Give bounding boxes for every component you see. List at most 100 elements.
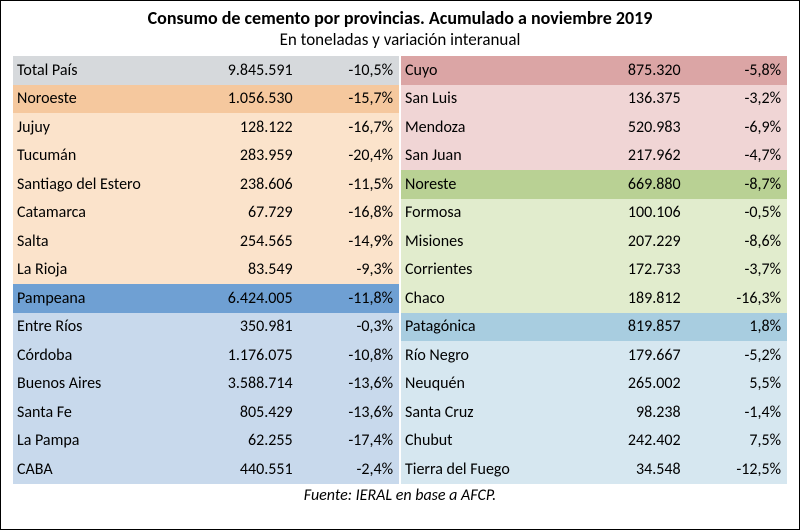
row-label: La Pampa	[13, 431, 178, 450]
page-subtitle: En toneladas y variación interanual	[13, 29, 787, 50]
row-value: 242.402	[566, 431, 701, 450]
row-value: 669.880	[566, 175, 701, 194]
left-column: Total País9.845.591-10,5% Noroeste1.056.5…	[13, 56, 399, 484]
row-label: Formosa	[401, 203, 566, 222]
row-pct: -0,5%	[701, 203, 787, 222]
row-value: 98.238	[566, 403, 701, 422]
row-value: 520.983	[566, 118, 701, 137]
row-label: Tierra del Fuego	[401, 460, 566, 479]
row-label: Salta	[13, 232, 178, 251]
row-label: Total País	[13, 61, 178, 80]
row-label: Santiago del Estero	[13, 175, 178, 194]
row-value: 819.857	[566, 317, 701, 336]
row-value: 34.548	[566, 460, 701, 479]
source-text: Fuente: IERAL en base a AFCP.	[13, 486, 787, 505]
right-column: Cuyo875.320-5,8%San Luis136.375-3,2%Mend…	[401, 56, 787, 484]
table-row: Río Negro179.667-5,2%	[401, 341, 787, 370]
row-value: 207.229	[566, 232, 701, 251]
table-row: Chubut242.4027,5%	[401, 427, 787, 456]
row-label: Entre Ríos	[13, 317, 178, 336]
row-label: Tucumán	[13, 146, 178, 165]
row-pct: -5,2%	[701, 346, 787, 365]
row-label: Chubut	[401, 431, 566, 450]
table-row: Tucumán283.959-20,4%	[13, 142, 399, 171]
row-value: 805.429	[178, 403, 313, 422]
row-pct: 1,8%	[701, 317, 787, 336]
row-label: CABA	[13, 460, 178, 479]
row-pct: -16,7%	[313, 118, 399, 137]
row-pct: -20,4%	[313, 146, 399, 165]
row-label: Santa Fe	[13, 403, 178, 422]
row-value: 350.981	[178, 317, 313, 336]
row-pct: -3,7%	[701, 260, 787, 279]
row-pct: -10,5%	[313, 61, 399, 80]
row-pct: -2,4%	[313, 460, 399, 479]
row-label: Pampeana	[13, 289, 178, 308]
table-row: Entre Ríos350.981-0,3%	[13, 313, 399, 342]
table-row: Jujuy128.122-16,7%	[13, 113, 399, 142]
row-value: 100.106	[566, 203, 701, 222]
row-pct: -4,7%	[701, 146, 787, 165]
row-value: 875.320	[566, 61, 701, 80]
row-label: La Rioja	[13, 260, 178, 279]
row-value: 238.606	[178, 175, 313, 194]
row-value: 217.962	[566, 146, 701, 165]
table-row: Misiones207.229-8,6%	[401, 227, 787, 256]
row-label: San Luis	[401, 89, 566, 108]
row-pct: -0,3%	[313, 317, 399, 336]
row-pct: 5,5%	[701, 374, 787, 393]
table-row: Neuquén265.0025,5%	[401, 370, 787, 399]
row-label: Catamarca	[13, 203, 178, 222]
row-label: Misiones	[401, 232, 566, 251]
row-value: 283.959	[178, 146, 313, 165]
table-row: Tierra del Fuego34.548-12,5%	[401, 455, 787, 484]
row-value: 9.845.591	[178, 61, 313, 80]
row-value: 265.002	[566, 374, 701, 393]
row-value: 62.255	[178, 431, 313, 450]
table-row: Formosa100.106-0,5%	[401, 199, 787, 228]
table-row: Patagónica819.8571,8%	[401, 313, 787, 342]
row-label: Jujuy	[13, 118, 178, 137]
table-row: Santiago del Estero238.606-11,5%	[13, 170, 399, 199]
row-value: 1.176.075	[178, 346, 313, 365]
page-title: Consumo de cemento por provincias. Acumu…	[13, 7, 787, 29]
row-value: 128.122	[178, 118, 313, 137]
row-pct: -12,5%	[701, 460, 787, 479]
row-label: Noroeste	[13, 89, 178, 108]
table-row: San Juan217.962-4,7%	[401, 142, 787, 171]
table-row: Total País9.845.591-10,5%	[13, 56, 399, 85]
table-row: Cuyo875.320-5,8%	[401, 56, 787, 85]
row-value: 83.549	[178, 260, 313, 279]
row-label: Santa Cruz	[401, 403, 566, 422]
table-row: Chaco189.812-16,3%	[401, 284, 787, 313]
row-value: 179.667	[566, 346, 701, 365]
row-pct: -10,8%	[313, 346, 399, 365]
row-label: Buenos Aires	[13, 374, 178, 393]
row-value: 67.729	[178, 203, 313, 222]
row-value: 440.551	[178, 460, 313, 479]
row-label: Mendoza	[401, 118, 566, 137]
table-container: Consumo de cemento por provincias. Acumu…	[0, 0, 800, 530]
table-row: Catamarca67.729-16,8%	[13, 199, 399, 228]
row-pct: -1,4%	[701, 403, 787, 422]
table-row: Mendoza520.983-6,9%	[401, 113, 787, 142]
row-value: 1.056.530	[178, 89, 313, 108]
row-pct: 7,5%	[701, 431, 787, 450]
row-label: Cuyo	[401, 61, 566, 80]
table-row: Buenos Aires3.588.714-13,6%	[13, 370, 399, 399]
row-pct: -11,8%	[313, 289, 399, 308]
row-pct: -9,3%	[313, 260, 399, 279]
row-label: Noreste	[401, 175, 566, 194]
row-value: 136.375	[566, 89, 701, 108]
row-label: Córdoba	[13, 346, 178, 365]
table-row: San Luis136.375-3,2%	[401, 85, 787, 114]
table-row: La Pampa62.255-17,4%	[13, 427, 399, 456]
row-label: San Juan	[401, 146, 566, 165]
row-value: 6.424.005	[178, 289, 313, 308]
table-row: La Rioja83.549-9,3%	[13, 256, 399, 285]
row-value: 3.588.714	[178, 374, 313, 393]
row-pct: -5,8%	[701, 61, 787, 80]
table-row: CABA440.551-2,4%	[13, 455, 399, 484]
row-pct: -3,2%	[701, 89, 787, 108]
row-pct: -15,7%	[313, 89, 399, 108]
